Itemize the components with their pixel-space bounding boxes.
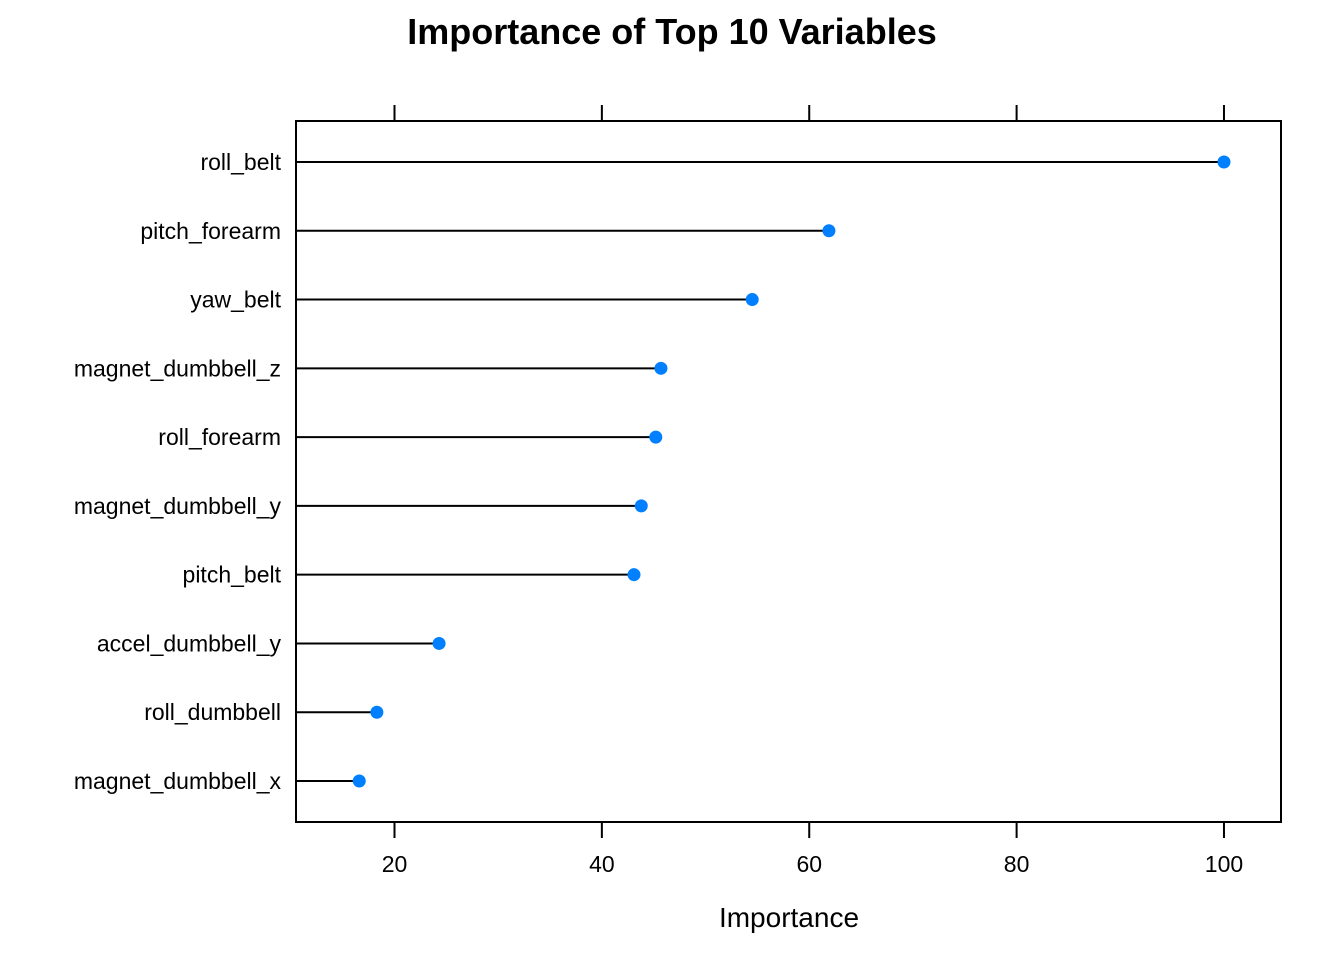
category-label: pitch_forearm	[140, 218, 281, 244]
category-label: accel_dumbbell_y	[97, 630, 282, 656]
point-yaw_belt	[745, 293, 759, 307]
x-tick-label: 40	[589, 851, 615, 877]
category-label: roll_belt	[200, 149, 281, 175]
category-labels: roll_belt pitch_forearm yaw_belt magnet_dum…	[74, 149, 282, 794]
category-label: magnet_dumbbell_z	[74, 355, 281, 381]
point-magnet_dumbbell_z	[654, 361, 668, 375]
dot-stems	[296, 161, 1224, 782]
category-label: magnet_dumbbell_y	[74, 493, 282, 519]
x-axis-label: Importance	[719, 902, 859, 933]
x-tick-label: 80	[1004, 851, 1030, 877]
top-axis-ticks	[393, 105, 1225, 121]
category-label: yaw_belt	[190, 287, 281, 313]
point-roll_belt	[1217, 155, 1231, 169]
point-pitch_forearm	[822, 224, 836, 238]
plot-frame	[295, 120, 1282, 823]
point-magnet_dumbbell_y	[634, 499, 648, 513]
category-label: pitch_belt	[183, 562, 282, 588]
x-tick-label: 60	[796, 851, 822, 877]
point-accel_dumbbell_y	[432, 636, 446, 650]
point-magnet_dumbbell_x	[352, 774, 366, 788]
point-roll_forearm	[649, 430, 663, 444]
category-label: roll_dumbbell	[144, 699, 281, 725]
x-tick-label: 20	[382, 851, 408, 877]
x-tick-label: 100	[1205, 851, 1243, 877]
data-points	[352, 155, 1231, 788]
bottom-axis: 20 40 60 80 100	[382, 822, 1243, 877]
point-roll_dumbbell	[370, 705, 384, 719]
chart-title: Importance of Top 10 Variables	[407, 11, 937, 52]
point-pitch_belt	[627, 568, 641, 582]
category-label: magnet_dumbbell_x	[74, 768, 282, 794]
category-label: roll_forearm	[158, 424, 281, 450]
